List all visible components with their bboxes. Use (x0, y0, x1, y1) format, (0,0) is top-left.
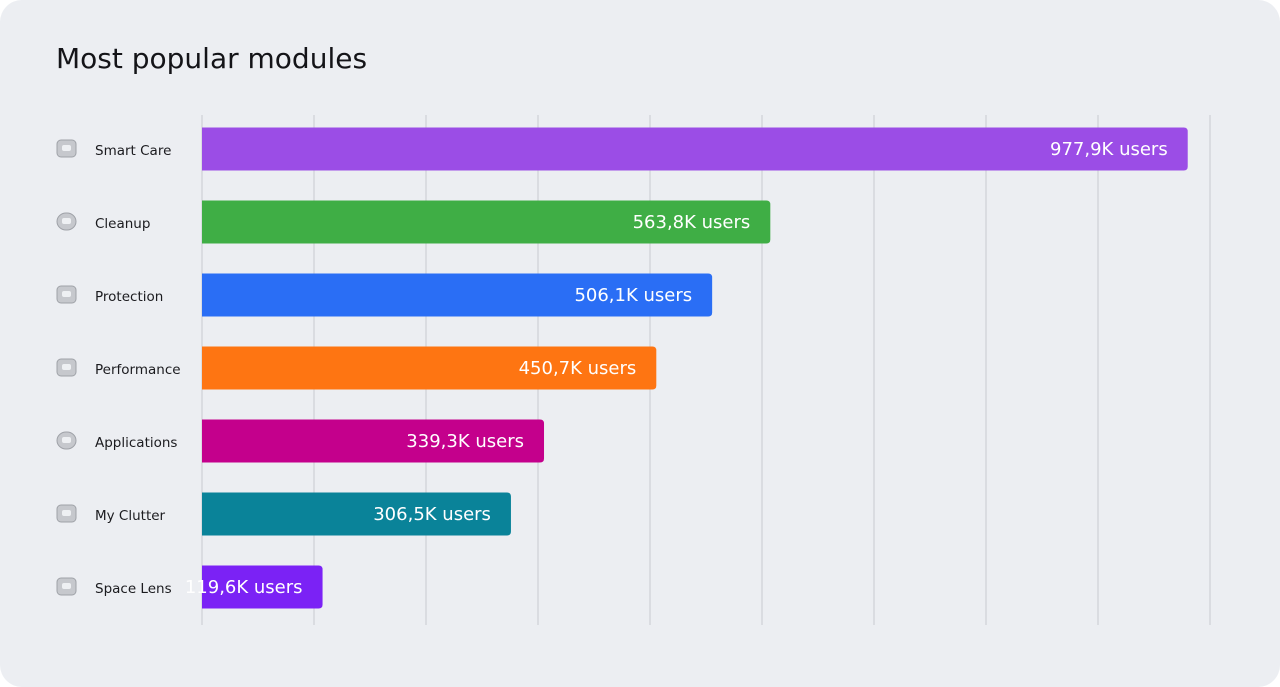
module-icon (56, 285, 77, 304)
icon-detail (62, 145, 71, 151)
rows: Smart Care 977,9K users Cleanup 563,8K user… (56, 127, 1188, 609)
icon-detail (62, 218, 71, 224)
icon-detail (62, 510, 71, 516)
category-label: Smart Care (95, 143, 171, 159)
value-label: 506,1K users (574, 285, 692, 306)
module-icon (56, 504, 77, 523)
bar (202, 565, 323, 609)
value-label: 450,7K users (519, 358, 637, 379)
module-icon (56, 577, 77, 596)
value-label: 119,6K users (185, 577, 303, 598)
value-label: 339,3K users (406, 431, 524, 452)
module-icon (56, 431, 77, 450)
module-icon (56, 212, 77, 231)
module-icon (56, 358, 77, 377)
bar (202, 346, 657, 390)
icon-detail (62, 437, 71, 443)
icon-detail (62, 583, 71, 589)
category-label: Performance (95, 362, 181, 378)
icon-detail (62, 364, 71, 370)
category-label: My Clutter (95, 508, 166, 524)
bar (202, 419, 545, 463)
chart-title: Most popular modules (56, 42, 367, 75)
bar (202, 127, 1188, 171)
value-label: 977,9K users (1050, 139, 1168, 160)
category-label: Protection (95, 289, 163, 305)
bar (202, 273, 713, 317)
value-label: 306,5K users (373, 504, 491, 525)
category-label: Cleanup (95, 216, 150, 232)
category-label: Space Lens (95, 581, 172, 597)
module-icon (56, 139, 77, 158)
bar (202, 200, 771, 244)
icon-detail (62, 291, 71, 297)
bar (202, 492, 511, 536)
category-label: Applications (95, 435, 177, 451)
value-label: 563,8K users (633, 212, 751, 233)
